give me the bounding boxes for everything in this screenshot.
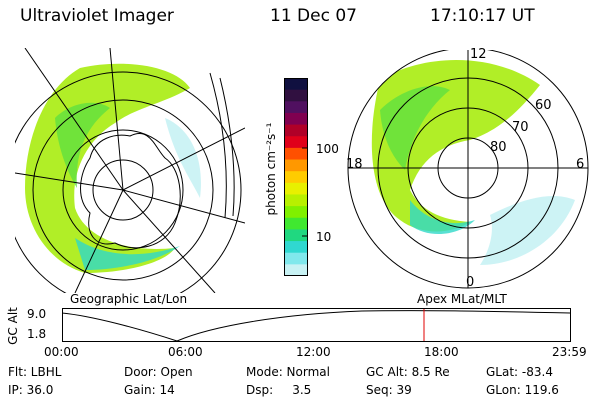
- geo-projection-label: Geographic Lat/Lon: [70, 292, 188, 306]
- colorbar-swatch: [284, 159, 308, 172]
- observation-date: 11 Dec 07: [270, 6, 357, 26]
- time-tick-0000: 00:00: [44, 345, 79, 359]
- instrument-title: Ultraviolet Imager: [20, 6, 174, 26]
- ip-info: IP: 36.0: [8, 383, 54, 397]
- altitude-axis-label: GC Alt: [5, 307, 20, 345]
- seq-info: Seq: 39: [366, 383, 412, 397]
- apex-projection-label: Apex MLat/MLT: [417, 292, 507, 306]
- colorbar-swatch: [284, 264, 308, 276]
- glon-info: GLon: 119.6: [486, 383, 559, 397]
- time-tick-0600: 06:00: [168, 345, 203, 359]
- colorbar-swatch: [284, 194, 308, 207]
- gc-alt-info: GC Alt: 8.5 Re: [366, 365, 450, 379]
- colorbar-swatch: [284, 252, 308, 265]
- mode-info: Mode: Normal: [246, 365, 330, 379]
- colorbar-swatch: [284, 124, 308, 137]
- mlt-label-dusk: 18: [346, 157, 363, 172]
- time-tick-2359: 23:59: [552, 345, 587, 359]
- mlt-label-midnight: 0: [466, 275, 475, 290]
- colorbar-swatch: [284, 147, 308, 161]
- observation-time: 17:10:17 UT: [430, 6, 535, 26]
- filter-info: Flt: LBHL: [8, 365, 62, 379]
- colorbar-swatch: [284, 112, 308, 126]
- colorbar-tick-100: 100: [316, 142, 339, 156]
- colorbar-swatch: [284, 206, 308, 219]
- lat-label-70: 70: [512, 120, 529, 135]
- colorbar-swatch: [284, 182, 308, 195]
- colorbar-border: [284, 78, 308, 276]
- colorbar-tick-10: 10: [316, 230, 332, 244]
- altitude-curve: [62, 310, 571, 342]
- colorbar-swatch: [284, 136, 308, 149]
- mlt-label-noon: 12: [470, 47, 487, 62]
- colorbar: [284, 78, 308, 276]
- colorbar-swatch: [284, 78, 308, 91]
- lat-label-80: 80: [490, 140, 507, 155]
- mlt-label-dawn: 6: [576, 157, 585, 172]
- time-tick-1200: 12:00: [296, 345, 331, 359]
- altitude-tick-1-8: 1.8: [27, 327, 47, 341]
- colorbar-swatch: [284, 171, 308, 184]
- polar-mlt-map: [347, 50, 589, 289]
- colorbar-swatch: [284, 101, 308, 114]
- geographic-map: [15, 48, 245, 293]
- door-info: Door: Open: [124, 365, 193, 379]
- colorbar-unit-label: photon cm⁻²s⁻¹: [264, 122, 278, 216]
- colorbar-swatch: [284, 229, 308, 242]
- altitude-plot: [62, 308, 571, 342]
- colorbar-swatch: [284, 241, 308, 254]
- time-tick-1800: 18:00: [424, 345, 459, 359]
- antarctica-coastline: [80, 133, 181, 249]
- glat-info: GLat: -83.4: [486, 365, 553, 379]
- altitude-tick-9: 9.0: [27, 307, 47, 321]
- colorbar-swatch: [284, 89, 308, 102]
- lat-label-60: 60: [535, 98, 552, 113]
- colorbar-swatch: [284, 217, 308, 230]
- dsp-info: Dsp: 3.5: [246, 383, 312, 397]
- gain-info: Gain: 14: [124, 383, 175, 397]
